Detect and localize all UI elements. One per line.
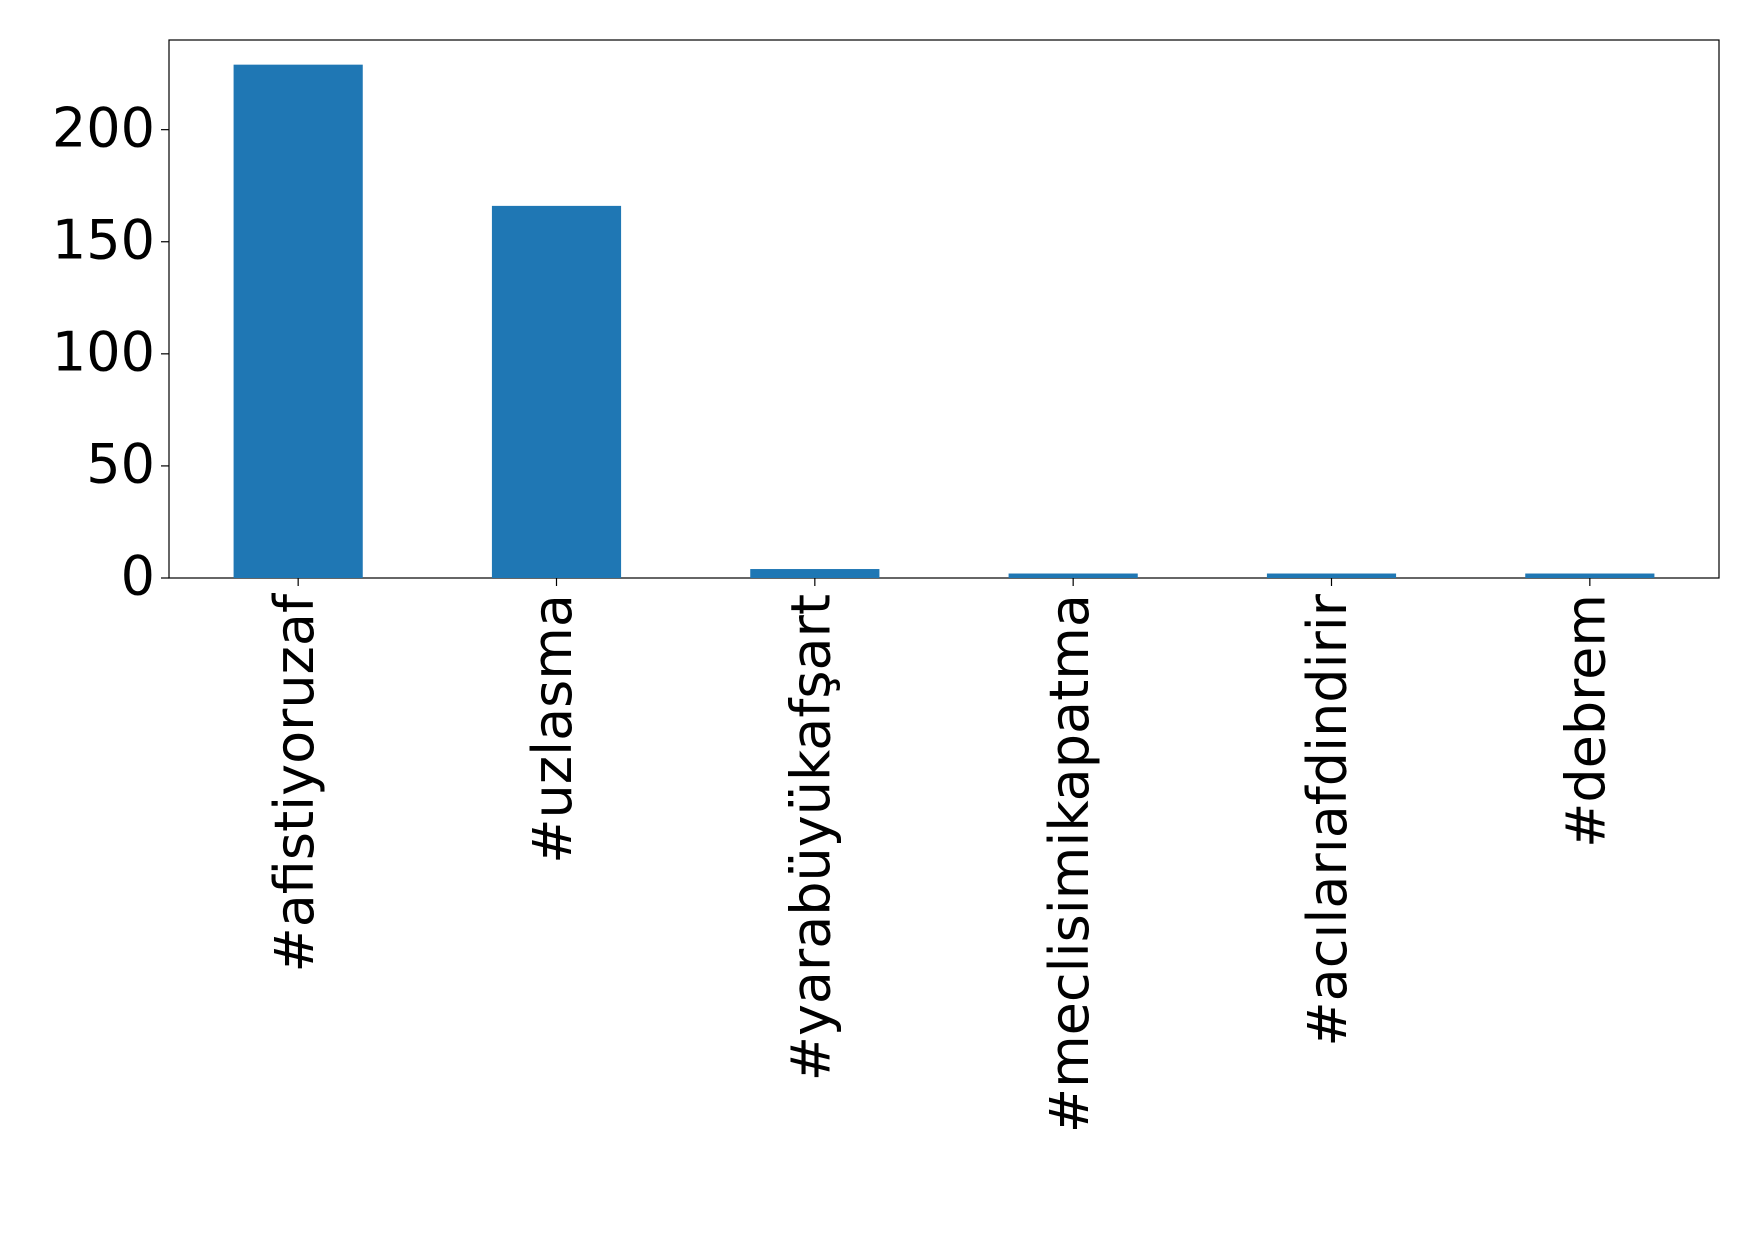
x-tick-label: #debrem [1554,594,1617,848]
x-tick-label: #uzlasma [521,594,584,864]
plot-frame [168,39,1720,579]
bar [491,205,622,578]
y-tick-label: 100 [52,320,155,383]
x-tick-label: #yarabüyükafşart [779,594,842,1081]
y-tick-label: 50 [86,433,155,496]
y-tick-label: 200 [52,96,155,159]
bar [1525,573,1655,578]
bar [750,569,880,578]
x-tick-label: #meclisimikapatma [1038,594,1101,1133]
x-tick-label: #acılarıafdindirir [1296,593,1359,1046]
bar [1266,573,1397,578]
x-tick-label: #afistiyoruzaf [263,592,326,973]
bar [233,64,363,579]
y-tick-label: 0 [121,545,155,608]
y-tick-label: 150 [52,208,155,271]
bar [1008,573,1138,578]
